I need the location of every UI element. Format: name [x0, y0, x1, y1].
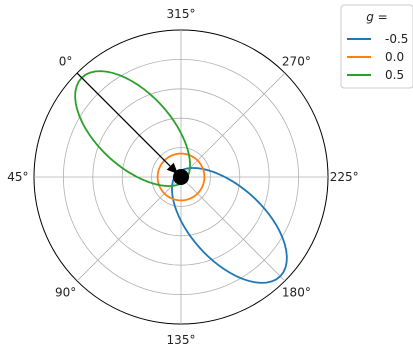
angular-tick-label: 45°: [7, 170, 28, 184]
arrow-layer: [76, 72, 189, 185]
angular-tick-label: 180°: [282, 285, 311, 299]
incident-arrow: [76, 72, 178, 174]
center-marker: [173, 169, 189, 185]
angular-tick-labels: 0° 45° 90° 135° 180° 225° 270° 315°: [7, 7, 358, 347]
legend-entries: -0.5 0.0 0.5: [347, 32, 408, 82]
angular-tick-label: 315°: [167, 7, 196, 21]
legend-frame: [340, 4, 413, 89]
legend-entry: 0.5: [347, 68, 404, 82]
angular-tick-label: 270°: [282, 55, 311, 69]
series-line: [156, 152, 206, 202]
legend-title: g =: [366, 10, 388, 24]
angular-gridline: [76, 176, 182, 282]
angular-tick-label: 90°: [55, 285, 76, 299]
angular-gridline: [180, 72, 286, 178]
angular-tick-label: 225°: [330, 170, 359, 184]
angular-tick-label: 0°: [59, 55, 73, 69]
legend-label: 0.0: [385, 50, 404, 64]
legend: g = -0.5 0.0 0.5: [340, 4, 413, 89]
angular-gridline: [180, 176, 286, 282]
legend-entry: -0.5: [347, 32, 408, 46]
legend-label: 0.5: [385, 68, 404, 82]
angular-tick-label: 135°: [167, 333, 196, 347]
legend-entry: 0.0: [347, 50, 404, 64]
legend-label: -0.5: [385, 32, 408, 46]
